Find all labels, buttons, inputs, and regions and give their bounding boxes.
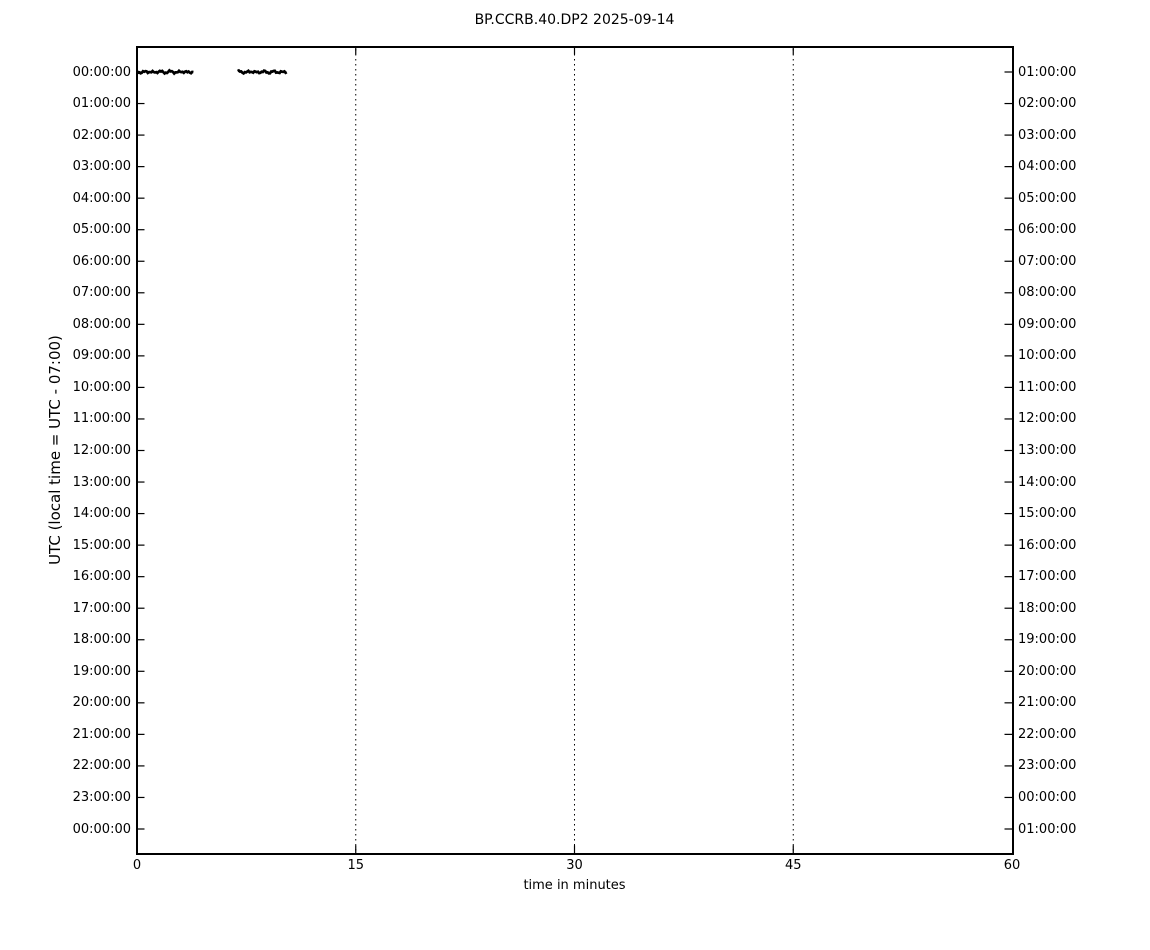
right-time-label: 01:00:00: [1018, 821, 1077, 837]
left-time-label: 17:00:00: [72, 600, 131, 616]
x-tick-label: 60: [1003, 858, 1021, 873]
right-time-label: 11:00:00: [1018, 379, 1077, 395]
left-time-label: 07:00:00: [72, 285, 131, 301]
x-tick-label: 15: [347, 858, 365, 873]
vertical-gridlines: [355, 49, 794, 851]
right-time-label: 08:00:00: [1018, 285, 1077, 301]
right-time-label: 07:00:00: [1018, 253, 1077, 269]
left-time-label: 12:00:00: [72, 443, 131, 458]
left-time-label: 15:00:00: [72, 537, 131, 553]
right-time-label: 04:00:00: [1018, 159, 1077, 175]
right-time-label: 14:00:00: [1018, 474, 1077, 490]
right-time-label: 09:00:00: [1018, 316, 1077, 332]
left-time-label: 14:00:00: [72, 506, 131, 522]
left-time-label: 13:00:00: [72, 474, 131, 490]
right-time-label: 05:00:00: [1018, 190, 1077, 206]
left-time-label: 16:00:00: [72, 569, 131, 585]
left-time-label: 09:00:00: [72, 348, 131, 364]
left-time-label: 05:00:00: [72, 222, 131, 238]
right-time-label: 02:00:00: [1018, 96, 1077, 112]
right-time-label: 23:00:00: [1018, 758, 1077, 774]
right-time-label: 22:00:00: [1018, 726, 1077, 742]
chart-title: BP.CCRB.40.DP2 2025-09-14: [474, 12, 675, 28]
right-time-label: 15:00:00: [1018, 506, 1077, 522]
x-tick-label: 45: [784, 858, 802, 873]
trace-segment: [236, 68, 288, 76]
left-time-label: 04:00:00: [72, 190, 131, 206]
right-time-label: 06:00:00: [1018, 222, 1077, 238]
left-time-label: 00:00:00: [72, 64, 131, 80]
left-time-label: 11:00:00: [72, 411, 131, 427]
left-time-label: 06:00:00: [72, 253, 131, 269]
left-time-label: 10:00:00: [72, 379, 131, 395]
left-time-label: 08:00:00: [72, 316, 131, 332]
left-time-label: 03:00:00: [72, 159, 131, 175]
left-time-label: 01:00:00: [72, 96, 131, 112]
right-time-label: 16:00:00: [1018, 537, 1077, 553]
right-time-label: 03:00:00: [1018, 127, 1077, 143]
right-time-label: 01:00:00: [1018, 64, 1077, 80]
left-time-label: 22:00:00: [72, 758, 131, 774]
left-time-label: 21:00:00: [72, 726, 131, 742]
left-time-label: 02:00:00: [72, 127, 131, 143]
right-time-label: 18:00:00: [1018, 600, 1077, 616]
right-time-label: 00:00:00: [1018, 789, 1077, 805]
right-time-label: 20:00:00: [1018, 663, 1077, 679]
x-tick-label: 0: [132, 858, 142, 873]
trace-segment: [135, 68, 194, 76]
left-time-label: 18:00:00: [72, 632, 131, 648]
right-time-label: 17:00:00: [1018, 569, 1077, 585]
x-axis-label: time in minutes: [523, 878, 626, 893]
right-time-label: 13:00:00: [1018, 443, 1077, 458]
left-time-label: 00:00:00: [72, 821, 131, 837]
right-time-label: 21:00:00: [1018, 695, 1077, 711]
axis-ticks: [137, 47, 1012, 853]
left-time-label: 19:00:00: [72, 663, 131, 679]
right-time-label: 12:00:00: [1018, 411, 1077, 427]
left-time-label: 20:00:00: [72, 695, 131, 711]
right-time-label: 19:00:00: [1018, 632, 1077, 648]
x-tick-label: 30: [566, 858, 583, 873]
left-time-label: 23:00:00: [72, 789, 131, 805]
right-time-label: 10:00:00: [1018, 348, 1077, 364]
waveform-trace: [135, 68, 288, 76]
